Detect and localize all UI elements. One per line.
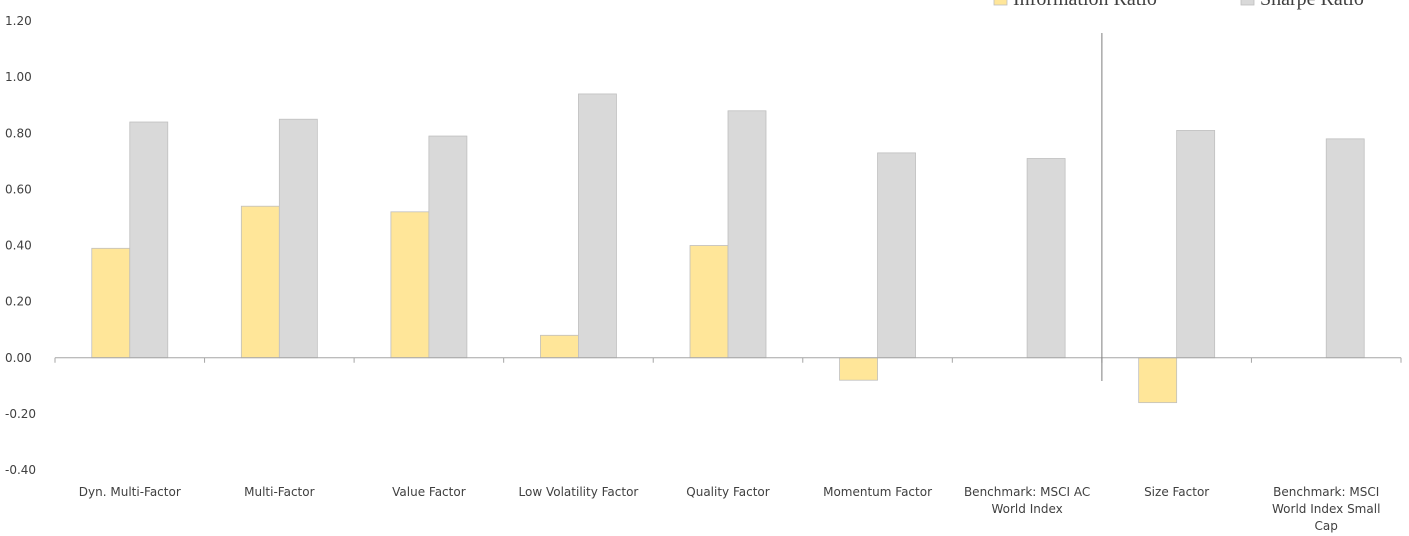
category-label: Benchmark: MSCI AC World Index xyxy=(964,485,1090,516)
bar-information-ratio-4 xyxy=(689,245,729,359)
y-tick-label: 0.40 xyxy=(5,239,32,253)
bar-sharpe-ratio-7 xyxy=(1176,130,1216,359)
category-label: Multi-Factor xyxy=(244,485,314,499)
y-tick-label: 0.60 xyxy=(5,182,32,196)
legend-label-information-ratio: Information Ratio xyxy=(1013,0,1157,10)
y-tick-labels: 1.20 1.00 0.80 0.60 0.40 0.20 0.00 -0.20 -0.40 xyxy=(5,14,36,477)
legend-swatch-sharpe-ratio xyxy=(1240,0,1255,6)
category-label: Low Volatility Factor xyxy=(519,485,639,499)
legend-label-sharpe-ratio: Sharpe Ratio xyxy=(1260,0,1364,10)
y-tick-label: 0.20 xyxy=(5,295,32,309)
bar-sharpe-ratio-3 xyxy=(578,93,617,359)
category-label: Value Factor xyxy=(392,485,466,499)
y-tick-label: 1.00 xyxy=(5,70,32,84)
bar-information-ratio-5 xyxy=(839,357,878,381)
bar-sharpe-ratio-8 xyxy=(1325,138,1365,359)
y-tick-label: 1.20 xyxy=(5,14,32,28)
category-label: Dyn. Multi-Factor xyxy=(79,485,181,499)
category-label: Momentum Factor xyxy=(823,485,932,499)
bar-information-ratio-1 xyxy=(240,205,280,359)
bar-information-ratio-2 xyxy=(390,211,430,359)
bars-layer xyxy=(91,93,1365,404)
legend: Information Ratio Sharpe Ratio xyxy=(993,0,1364,10)
category-label: Size Factor xyxy=(1144,485,1209,499)
bar-information-ratio-7 xyxy=(1138,357,1178,404)
y-tick-label: -0.40 xyxy=(5,463,36,477)
bar-sharpe-ratio-4 xyxy=(727,110,767,359)
y-tick-label: 0.00 xyxy=(5,351,32,365)
axis-layer xyxy=(54,33,1402,381)
y-tick-label: -0.20 xyxy=(5,407,36,421)
bar-information-ratio-0 xyxy=(91,247,131,359)
bar-sharpe-ratio-5 xyxy=(877,152,916,359)
bar-sharpe-ratio-2 xyxy=(428,135,468,359)
category-labels: Dyn. Multi-Factor Multi-Factor Value Facto… xyxy=(79,485,1381,533)
bar-sharpe-ratio-6 xyxy=(1026,158,1066,359)
y-tick-label: 0.80 xyxy=(5,126,32,140)
category-label: Quality Factor xyxy=(686,485,769,499)
bar-sharpe-ratio-1 xyxy=(278,118,318,359)
bar-information-ratio-3 xyxy=(540,334,579,359)
bar-sharpe-ratio-0 xyxy=(129,121,169,359)
category-label: Benchmark: MSCI World Index Small Cap xyxy=(1272,485,1380,533)
legend-swatch-information-ratio xyxy=(993,0,1008,6)
